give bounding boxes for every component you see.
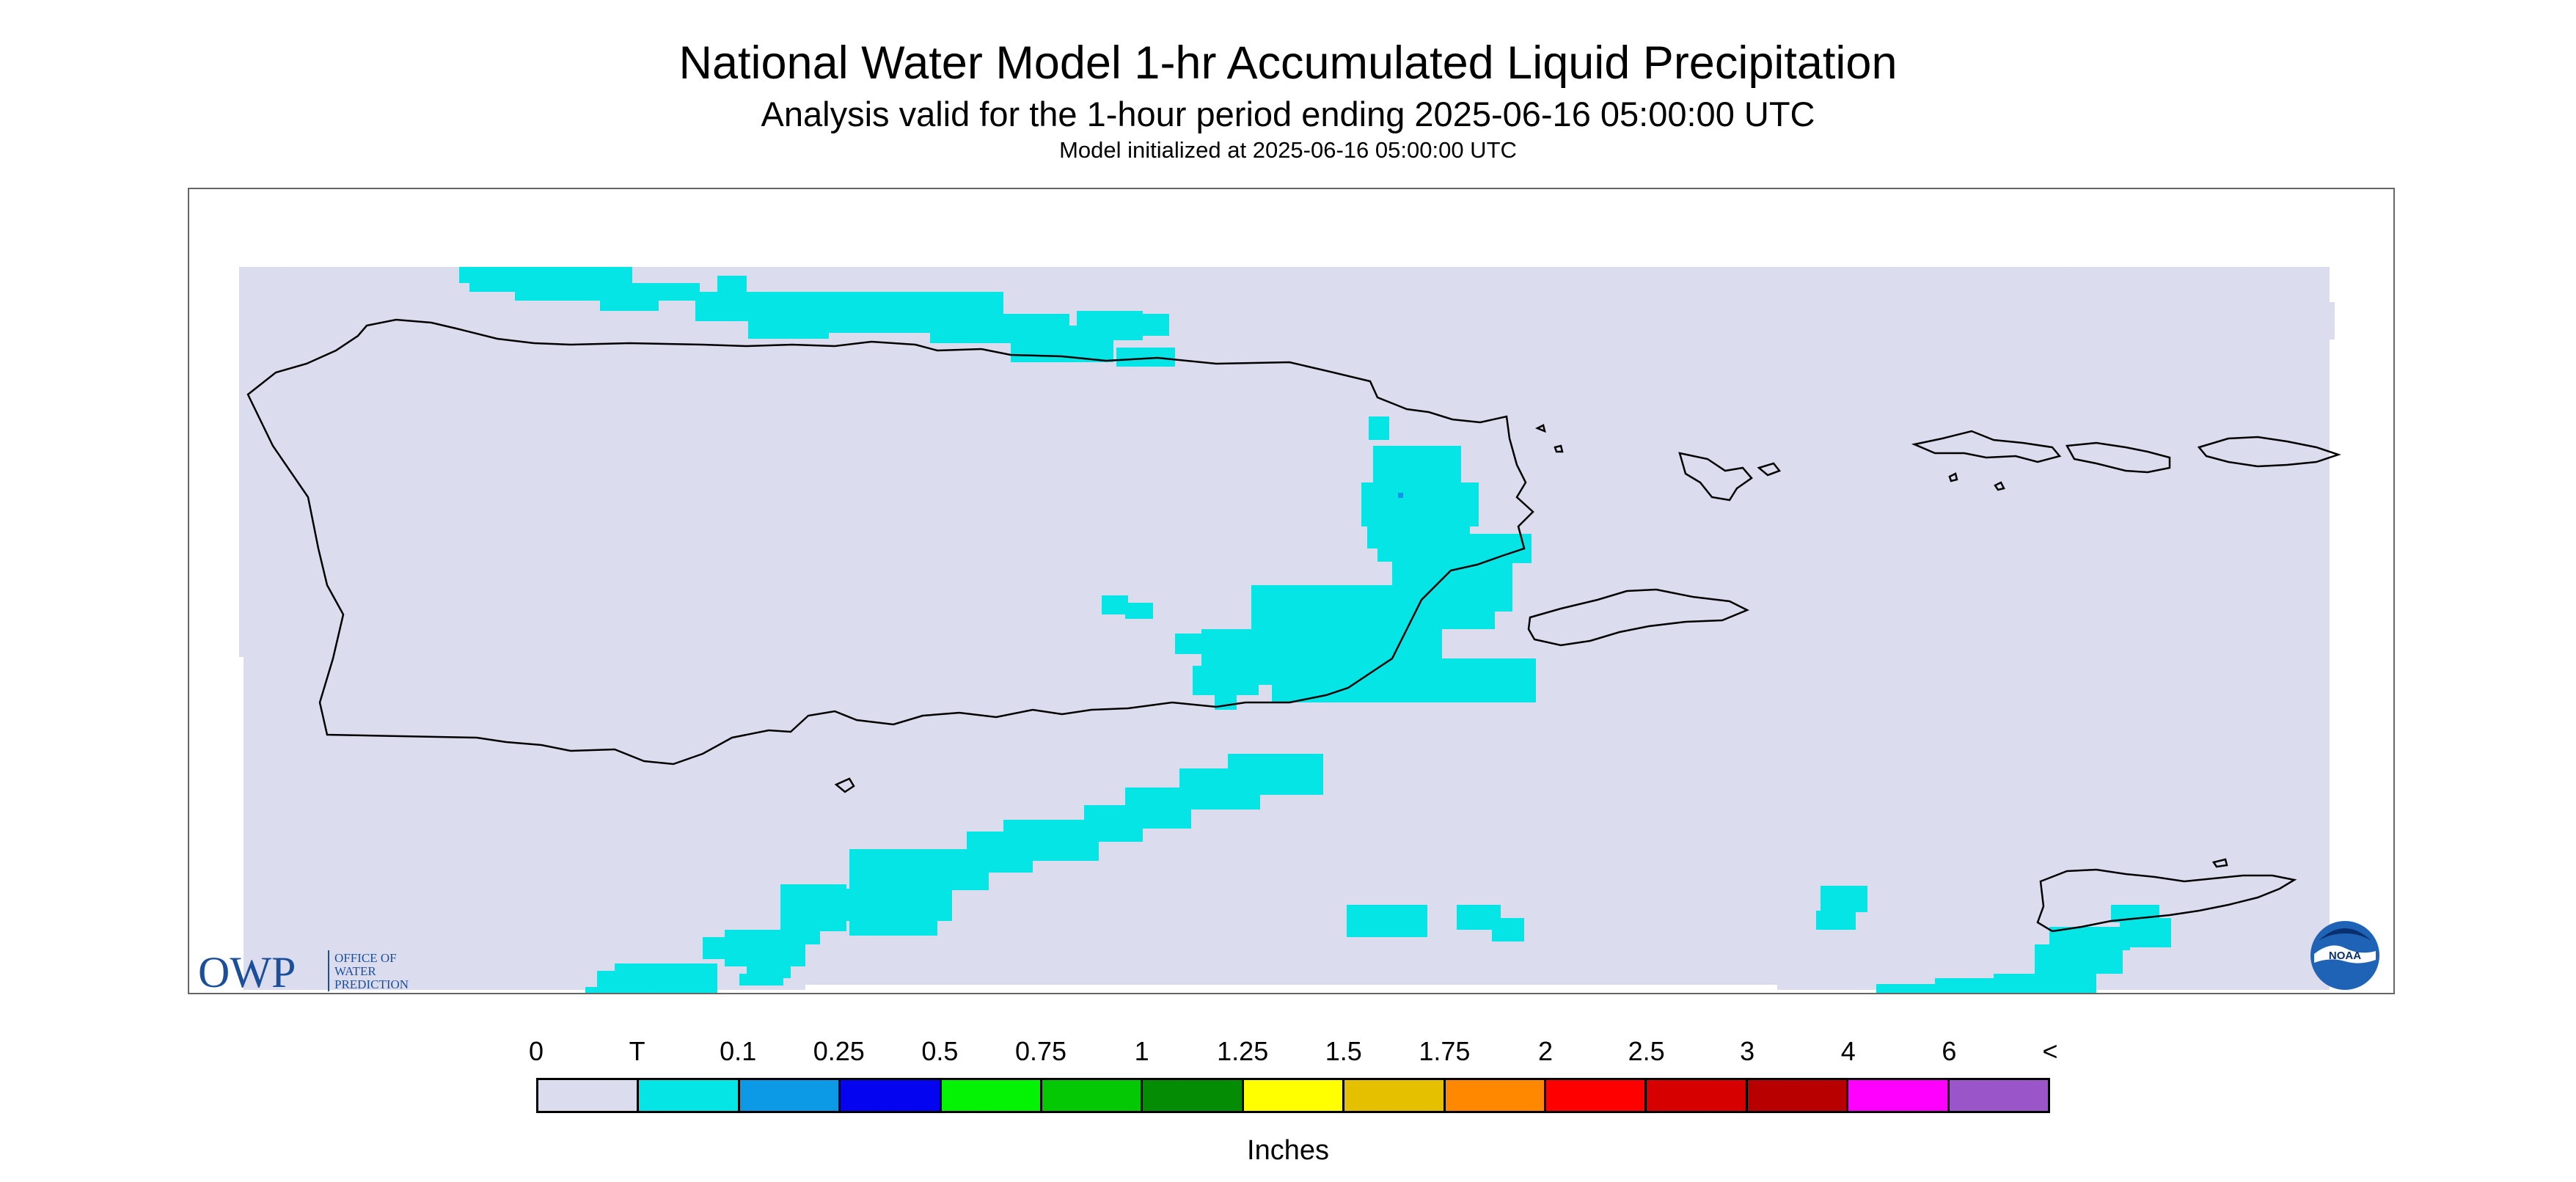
- puerto-rico-coastline: [246, 318, 1534, 766]
- legend-swatch: [1546, 1080, 1647, 1111]
- precip-cell-trace: [1116, 348, 1175, 367]
- precip-cell-trace: [1876, 984, 1950, 993]
- mona-island-coastline: [834, 777, 855, 793]
- precip-cell-trace: [1125, 603, 1153, 619]
- saint-croix-coastline: [2036, 868, 2297, 933]
- legend-swatch: [1042, 1080, 1144, 1111]
- precip-cell-trace: [1128, 314, 1169, 336]
- precip-cell-trace: [1935, 978, 2008, 993]
- legend-tick-label: 0.1: [720, 1036, 757, 1066]
- legend-swatch: [538, 1080, 640, 1111]
- legend-tick-label: 4: [1840, 1036, 1856, 1066]
- small-islet-coastline: [2211, 858, 2228, 868]
- precip-cell-trace: [849, 915, 937, 936]
- legend-tick-label: 1.25: [1217, 1036, 1269, 1066]
- precip-cell-trace: [1361, 482, 1479, 526]
- legend-swatch: [1949, 1080, 2049, 1111]
- legend-tick-label: 2: [1537, 1036, 1554, 1066]
- small-islet-coastline: [1554, 444, 1564, 453]
- legend-tick-label: 6: [1942, 1036, 1957, 1066]
- legend-swatch: [841, 1080, 942, 1111]
- legend-swatch: [639, 1080, 740, 1111]
- noaa-logo-top: [2319, 928, 2371, 941]
- owp-logo-line1: OFFICE OF: [334, 951, 397, 965]
- precip-cell-light-blue: [1398, 493, 1403, 498]
- legend-tick-label: 1.75: [1419, 1036, 1471, 1066]
- culebra-coastline: [1678, 452, 1753, 502]
- legend-swatch: [1747, 1080, 1849, 1111]
- precip-cell-trace: [703, 937, 732, 959]
- precip-cell-trace: [1821, 886, 1867, 912]
- precip-cell-trace: [1816, 911, 1856, 930]
- legend-tick-label: 0: [528, 1036, 544, 1066]
- precip-cell-trace: [1421, 534, 1532, 563]
- precip-cell-trace: [1429, 600, 1495, 629]
- precip-cell-trace: [1219, 653, 1237, 682]
- small-islet-coastline: [1534, 424, 1546, 433]
- precip-cell-trace: [1175, 634, 1206, 654]
- saint-thomas-coastline: [1911, 430, 2062, 463]
- noaa-logo-bird: [2314, 945, 2376, 963]
- legend-swatch: [1445, 1080, 1547, 1111]
- precip-cell-trace: [1347, 905, 1427, 937]
- precip-cell-trace: [1272, 658, 1536, 702]
- model-init-line: Model initialized at 2025-06-16 05:00:00…: [1059, 137, 1517, 163]
- small-islet-coastline: [1948, 472, 1958, 482]
- precip-cell-trace: [1179, 768, 1260, 810]
- owp-logo: OWP OFFICE OF WATER PREDICTION: [197, 944, 431, 999]
- map-title: National Water Model 1-hr Accumulated Li…: [678, 37, 1898, 89]
- legend-tick-label: 1.5: [1325, 1036, 1362, 1066]
- precip-cell-trace: [1369, 416, 1389, 440]
- precip-cell-trace: [585, 987, 717, 993]
- precip-cell-trace: [849, 849, 945, 896]
- legend-swatch: [1647, 1080, 1748, 1111]
- legend-swatch: [1344, 1080, 1446, 1111]
- saint-john-coastline: [2065, 441, 2171, 474]
- legend-tick-label: 0.25: [813, 1036, 865, 1066]
- owp-logo-letters: OWP: [198, 948, 296, 996]
- tortola-coastline: [2197, 436, 2341, 468]
- owp-logo-line2: WATER: [334, 964, 376, 978]
- legend-tick-label: 2.5: [1628, 1036, 1665, 1066]
- legend-tick-label: 3: [1740, 1036, 1755, 1066]
- precip-cell-trace: [1373, 446, 1461, 485]
- coastlines: [246, 318, 2341, 933]
- map-frame: [188, 188, 2395, 994]
- culebra-east-coastline: [1757, 462, 1782, 477]
- map-subtitle: Analysis valid for the 1-hour period end…: [761, 95, 1815, 133]
- legend-swatch: [1143, 1080, 1244, 1111]
- legend-colorbar: [536, 1078, 2050, 1113]
- legend-swatch: [1243, 1080, 1345, 1111]
- legend-swatch: [1848, 1080, 1950, 1111]
- vieques-coastline: [1527, 588, 1750, 647]
- legend-tick-label: 0.75: [1014, 1036, 1067, 1066]
- precip-cell-trace: [1102, 595, 1128, 614]
- precip-cell-trace: [600, 290, 659, 311]
- precip-cell-trace: [739, 974, 783, 985]
- noaa-logo: NOAA: [2308, 919, 2382, 996]
- legend-tick-label: 1: [1134, 1036, 1149, 1066]
- legend-swatch: [941, 1080, 1043, 1111]
- small-islet-coastline: [1994, 481, 2005, 491]
- precip-cell-trace: [1492, 918, 1524, 941]
- precipitation-cells: [459, 267, 2171, 993]
- legend-units-label: Inches: [1247, 1135, 1329, 1166]
- precipitation-map: [239, 267, 2341, 993]
- noaa-logo-text: NOAA: [2329, 950, 2361, 962]
- owp-logo-line3: PREDICTION: [334, 977, 409, 991]
- legend-tick-label: <: [2042, 1036, 2058, 1066]
- legend-swatch: [739, 1080, 841, 1111]
- legend-tick-label: T: [629, 1036, 645, 1066]
- legend-tick-label: 0.5: [921, 1036, 959, 1066]
